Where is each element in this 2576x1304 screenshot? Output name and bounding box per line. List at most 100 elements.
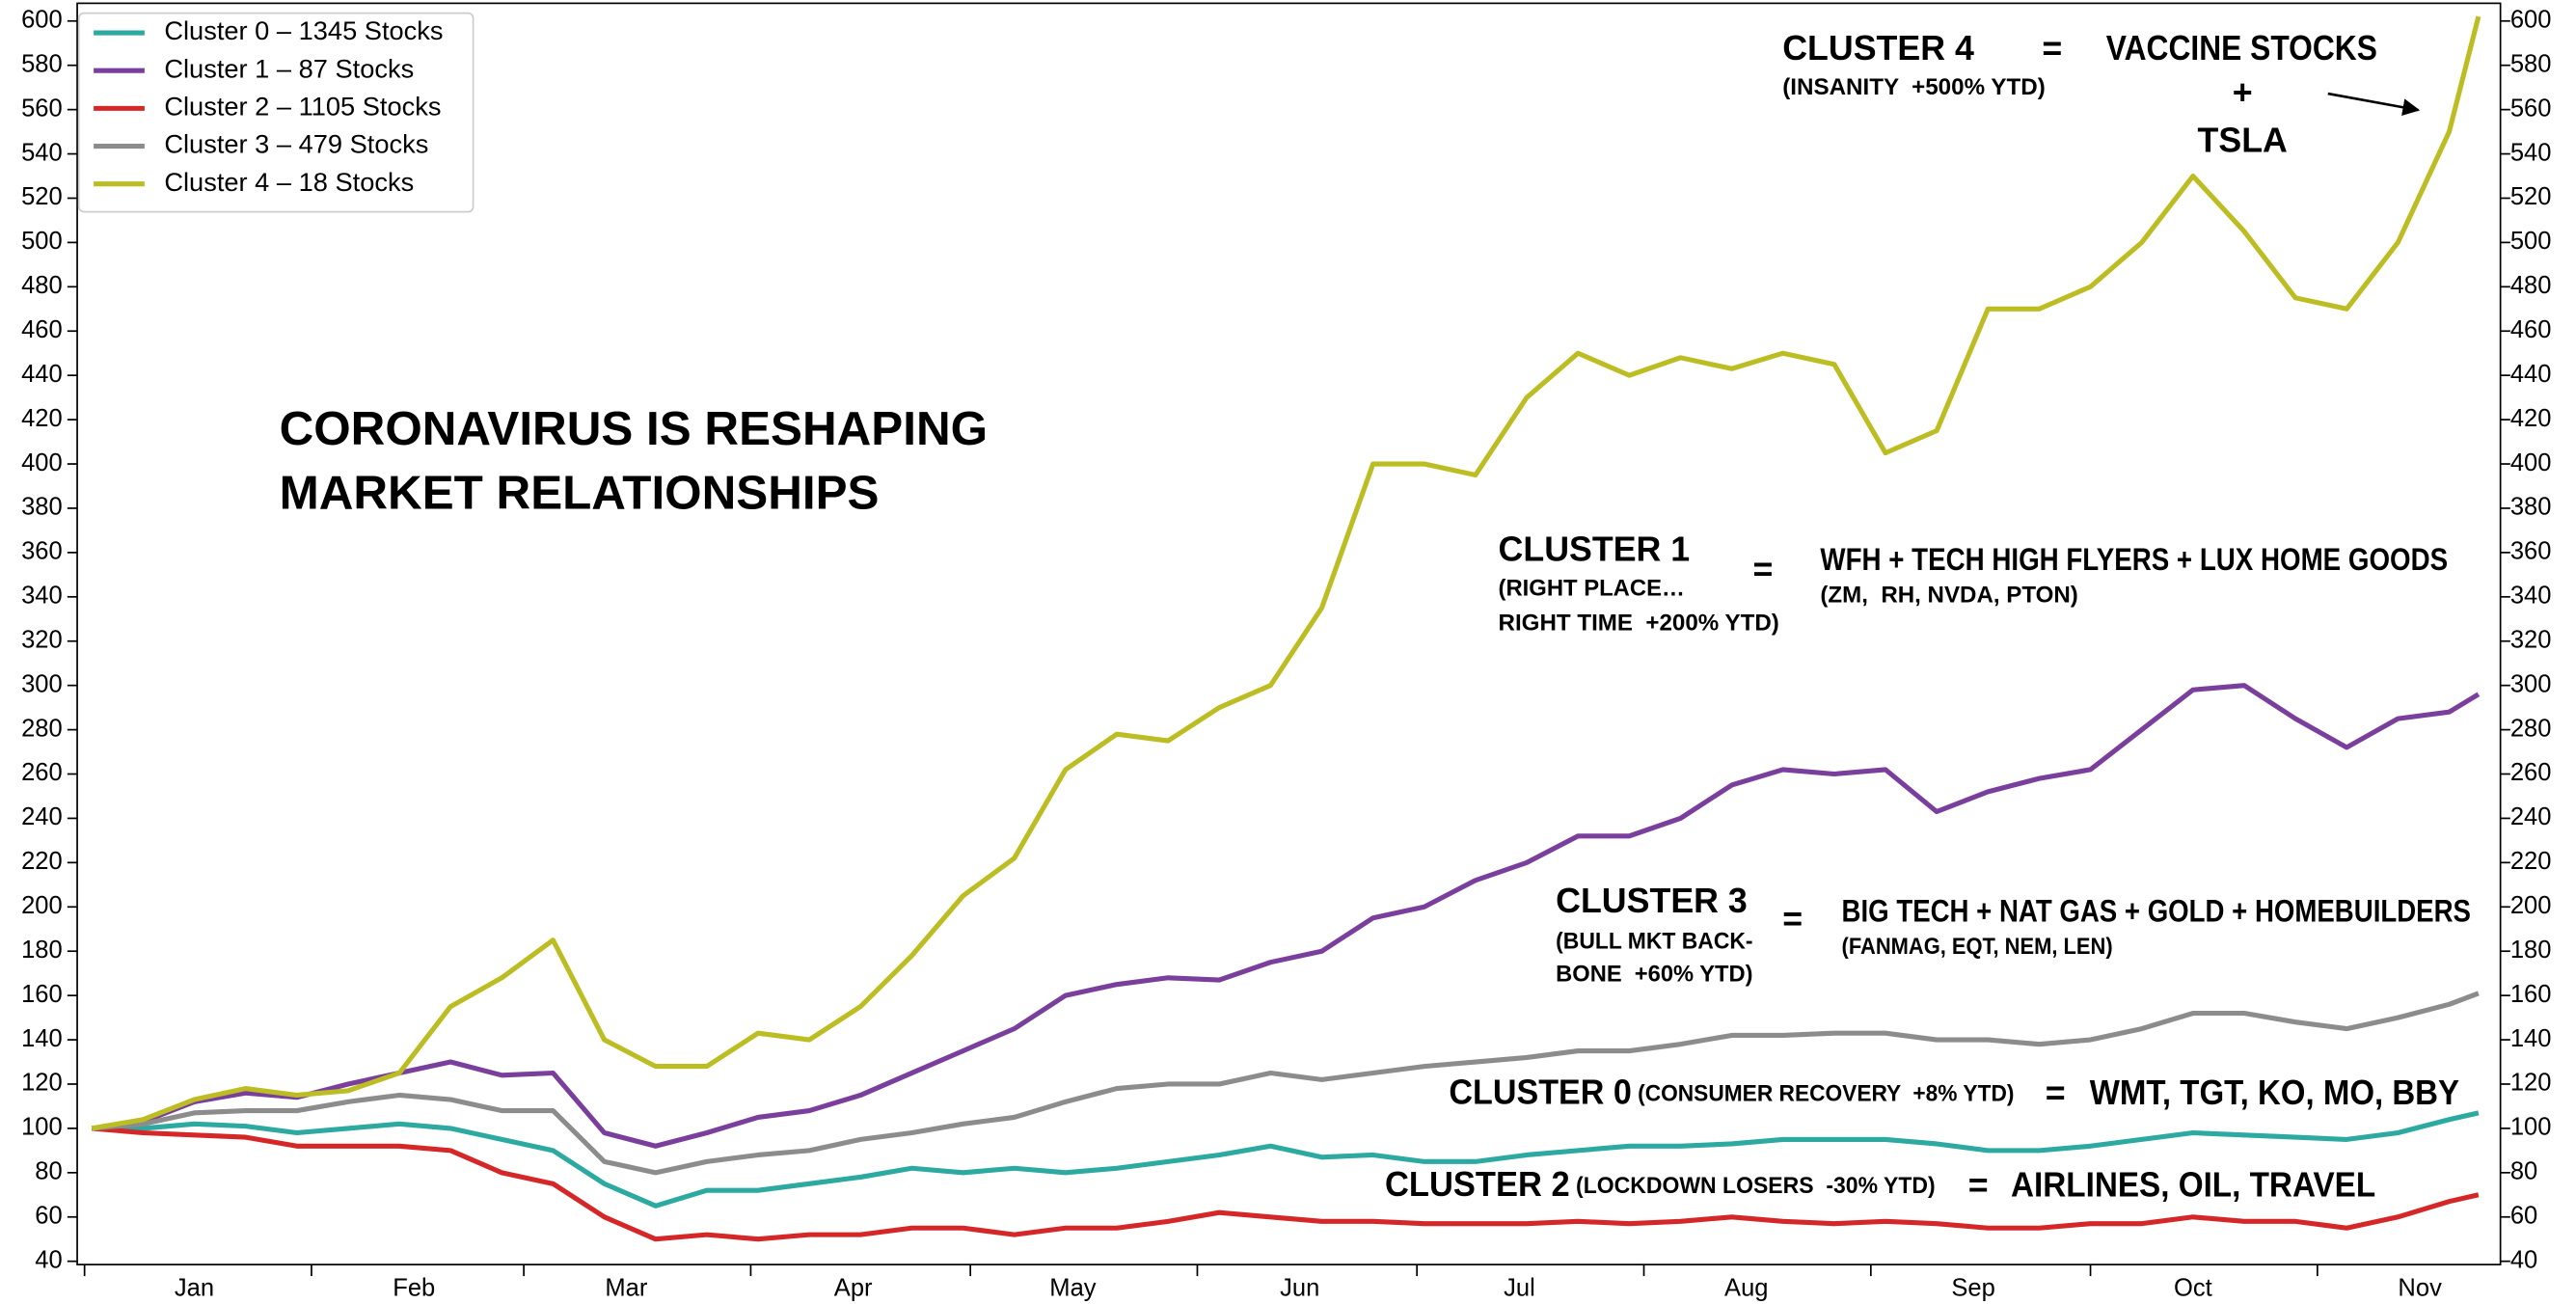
- annotation: =: [1753, 550, 1774, 588]
- y2-tick-label: 180: [2510, 937, 2552, 964]
- y2-tick-label: 120: [2510, 1070, 2552, 1097]
- legend-label: Cluster 3 – 479 Stocks: [164, 129, 428, 159]
- y2-tick-label: 280: [2510, 715, 2552, 742]
- y-tick-label: 200: [21, 892, 63, 919]
- annotation: (FANMAG, EQT, NEM, LEN): [1842, 934, 2113, 960]
- y2-tick-label: 560: [2510, 95, 2552, 122]
- y-tick-label: 140: [21, 1025, 63, 1052]
- annotation: =: [2042, 29, 2062, 68]
- x-tick-label: Aug: [1724, 1274, 1768, 1301]
- legend-label: Cluster 2 – 1105 Stocks: [164, 92, 441, 122]
- annotation: +: [2233, 73, 2253, 112]
- plot-frame: [76, 2, 2502, 1265]
- annotation: (LOCKDOWN LOSERS -30% YTD): [1570, 1173, 1936, 1199]
- y-tick-label: 160: [21, 981, 63, 1008]
- y2-tick-label: 400: [2510, 449, 2552, 476]
- annotation: VACCINE STOCKS: [2106, 29, 2377, 68]
- y2-tick-label: 260: [2510, 759, 2552, 786]
- legend-box: [77, 12, 475, 213]
- annotation: (RIGHT PLACE…: [1499, 576, 1685, 602]
- y-tick-label: 360: [21, 538, 63, 565]
- y2-tick-label: 540: [2510, 139, 2552, 166]
- y2-tick-label: 600: [2510, 7, 2552, 34]
- x-tick-label: Jul: [1504, 1274, 1535, 1301]
- y-tick-label: 440: [21, 361, 63, 388]
- y-tick-label: 420: [21, 405, 63, 432]
- series-line: [91, 683, 2481, 1149]
- annotation: =: [1782, 900, 1803, 938]
- y-tick-label: 500: [21, 228, 63, 255]
- marks: 40 40 60 60 80 80 100 100 120 120 140 140 160 160 180 1…: [21, 7, 2551, 1302]
- y-tick-label: 320: [21, 626, 63, 653]
- y-tick-label: 240: [21, 803, 63, 830]
- y-tick-label: 220: [21, 848, 63, 875]
- annotation: CLUSTER 4: [1782, 29, 1974, 68]
- y2-tick-label: 160: [2510, 981, 2552, 1008]
- y2-tick-label: 40: [2510, 1246, 2537, 1273]
- y2-tick-label: 300: [2510, 670, 2552, 697]
- y2-tick-label: 80: [2510, 1158, 2537, 1185]
- y-tick-label: 100: [21, 1114, 63, 1141]
- y-tick-label: 280: [21, 715, 63, 742]
- y-tick-label: 80: [35, 1158, 62, 1185]
- annotation: AIRLINES, OIL, TRAVEL: [2011, 1166, 2375, 1205]
- y-tick-label: 180: [21, 937, 63, 964]
- series-line: [92, 1110, 2480, 1209]
- annotation: CLUSTER 0: [1449, 1073, 1631, 1112]
- y-tick-label: 400: [21, 449, 63, 476]
- x-tick-label: Jun: [1280, 1274, 1319, 1301]
- annotation: CLUSTER 0 (CONSUMER RECOVERY +8% YTD): [1449, 1073, 2014, 1112]
- annotation: CLUSTER 1: [1499, 530, 1691, 569]
- annotation: (INSANITY +500% YTD): [1782, 74, 2046, 100]
- annotation: CLUSTER 3: [1556, 882, 1748, 920]
- annotation: =: [1968, 1166, 1989, 1205]
- y-tick-label: 480: [21, 272, 63, 299]
- x-tick-label: Oct: [2174, 1274, 2212, 1301]
- y-tick-label: 380: [21, 494, 63, 521]
- x-tick-label: Nov: [2398, 1274, 2442, 1301]
- annotation: WMT, TGT, KO, MO, BBY: [2090, 1073, 2459, 1112]
- title-line: CORONAVIRUS IS RESHAPING: [280, 402, 988, 455]
- annotation: WFH + TECH HIGH FLYERS + LUX HOME GOODS: [1820, 542, 2448, 577]
- legend-label: Cluster 1 – 87 Stocks: [164, 53, 414, 83]
- series-line: [92, 991, 2480, 1176]
- legend-label: Cluster 0 – 1345 Stocks: [164, 15, 443, 45]
- y2-tick-label: 580: [2510, 50, 2552, 77]
- annotation: CLUSTER 2: [1385, 1166, 1570, 1205]
- y-tick-label: 340: [21, 583, 63, 610]
- y-tick-label: 540: [21, 139, 63, 166]
- y-tick-label: 520: [21, 183, 63, 210]
- x-tick-label: Mar: [605, 1274, 647, 1301]
- annotation: (BULL MKT BACK-: [1556, 929, 1752, 955]
- y-tick-label: 580: [21, 50, 63, 77]
- annotation: TSLA: [2198, 122, 2288, 160]
- title-line: MARKET RELATIONSHIPS: [280, 466, 880, 519]
- y2-tick-label: 360: [2510, 538, 2552, 565]
- annotation: CLUSTER 2 (LOCKDOWN LOSERS -30% YTD): [1385, 1166, 1936, 1205]
- y-tick-label: 460: [21, 316, 63, 343]
- y-tick-label: 260: [21, 759, 63, 786]
- legend-label: Cluster 4 – 18 Stocks: [164, 167, 414, 197]
- annotation: (CONSUMER RECOVERY +8% YTD): [1632, 1081, 2015, 1107]
- y-tick-label: 40: [35, 1246, 62, 1273]
- y2-tick-label: 520: [2510, 183, 2552, 210]
- y2-tick-label: 220: [2510, 848, 2552, 875]
- y-tick-label: 300: [21, 670, 63, 697]
- y-tick-label: 600: [21, 7, 63, 34]
- y2-tick-label: 480: [2510, 272, 2552, 299]
- y2-tick-label: 240: [2510, 803, 2552, 830]
- x-tick-label: Jan: [175, 1274, 214, 1301]
- y2-tick-label: 320: [2510, 626, 2552, 653]
- y2-tick-label: 100: [2510, 1114, 2552, 1141]
- annotation: BONE +60% YTD): [1556, 962, 1752, 988]
- series-line: [91, 15, 2481, 1131]
- x-tick-label: Sep: [1951, 1274, 1994, 1301]
- series-line: [92, 1126, 2480, 1242]
- x-tick-label: Apr: [834, 1274, 873, 1301]
- legend: Cluster 0 – 1345 Stocks Cluster 1 – 87 St…: [77, 12, 475, 213]
- y2-tick-label: 140: [2510, 1025, 2552, 1052]
- x-tick-label: Feb: [393, 1274, 435, 1301]
- y2-tick-label: 60: [2510, 1203, 2537, 1230]
- y2-tick-label: 460: [2510, 316, 2552, 343]
